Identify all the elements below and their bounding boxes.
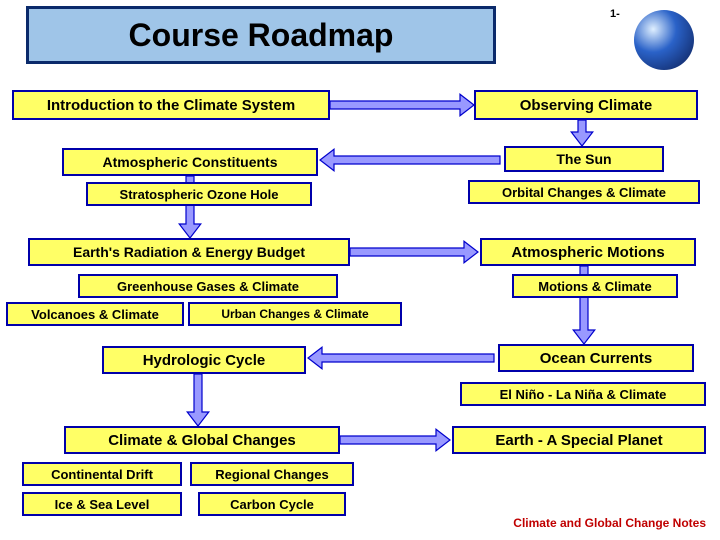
node-hydro: Hydrologic Cycle	[102, 346, 306, 374]
earth-icon	[634, 10, 694, 70]
title-box: Course Roadmap	[26, 6, 496, 64]
node-urban: Urban Changes & Climate	[188, 302, 402, 326]
node-label: Ocean Currents	[540, 350, 653, 367]
title-text: Course Roadmap	[129, 17, 394, 54]
node-global: Climate & Global Changes	[64, 426, 340, 454]
node-label: El Niño - La Niña & Climate	[500, 387, 667, 402]
node-label: Earth's Radiation & Energy Budget	[73, 244, 305, 260]
node-ice: Ice & Sea Level	[22, 492, 182, 516]
footer-text: Climate and Global Change Notes	[513, 516, 706, 530]
node-ghg: Greenhouse Gases & Climate	[78, 274, 338, 298]
node-label: Climate & Global Changes	[108, 432, 296, 449]
node-label: Stratospheric Ozone Hole	[120, 187, 279, 202]
node-atmmotion: Atmospheric Motions	[480, 238, 696, 266]
node-label: Observing Climate	[520, 97, 653, 114]
node-sun: The Sun	[504, 146, 664, 172]
node-label: Earth - A Special Planet	[495, 432, 662, 449]
node-atmcon: Atmospheric Constituents	[62, 148, 318, 176]
node-label: Atmospheric Motions	[511, 244, 664, 261]
node-label: Introduction to the Climate System	[47, 97, 295, 114]
node-ozone: Stratospheric Ozone Hole	[86, 182, 312, 206]
node-label: Volcanoes & Climate	[31, 307, 159, 322]
node-drift: Continental Drift	[22, 462, 182, 486]
node-carbon: Carbon Cycle	[198, 492, 346, 516]
node-label: Regional Changes	[215, 467, 328, 482]
node-regional: Regional Changes	[190, 462, 354, 486]
node-label: Ice & Sea Level	[55, 497, 150, 512]
node-label: Atmospheric Constituents	[102, 154, 277, 170]
node-label: Greenhouse Gases & Climate	[117, 279, 299, 294]
node-label: The Sun	[556, 151, 611, 167]
node-label: Carbon Cycle	[230, 497, 314, 512]
node-label: Hydrologic Cycle	[143, 352, 266, 369]
node-label: Urban Changes & Climate	[221, 307, 368, 321]
node-label: Orbital Changes & Climate	[502, 185, 666, 200]
page-number: 1-	[610, 8, 620, 20]
node-orbital: Orbital Changes & Climate	[468, 180, 700, 204]
node-observe: Observing Climate	[474, 90, 698, 120]
node-ocean: Ocean Currents	[498, 344, 694, 372]
node-volcano: Volcanoes & Climate	[6, 302, 184, 326]
node-label: Continental Drift	[51, 467, 153, 482]
node-radiation: Earth's Radiation & Energy Budget	[28, 238, 350, 266]
node-motclim: Motions & Climate	[512, 274, 678, 298]
node-special: Earth - A Special Planet	[452, 426, 706, 454]
arrows-layer	[0, 0, 720, 540]
node-label: Motions & Climate	[538, 279, 651, 294]
node-elnino: El Niño - La Niña & Climate	[460, 382, 706, 406]
node-intro: Introduction to the Climate System	[12, 90, 330, 120]
